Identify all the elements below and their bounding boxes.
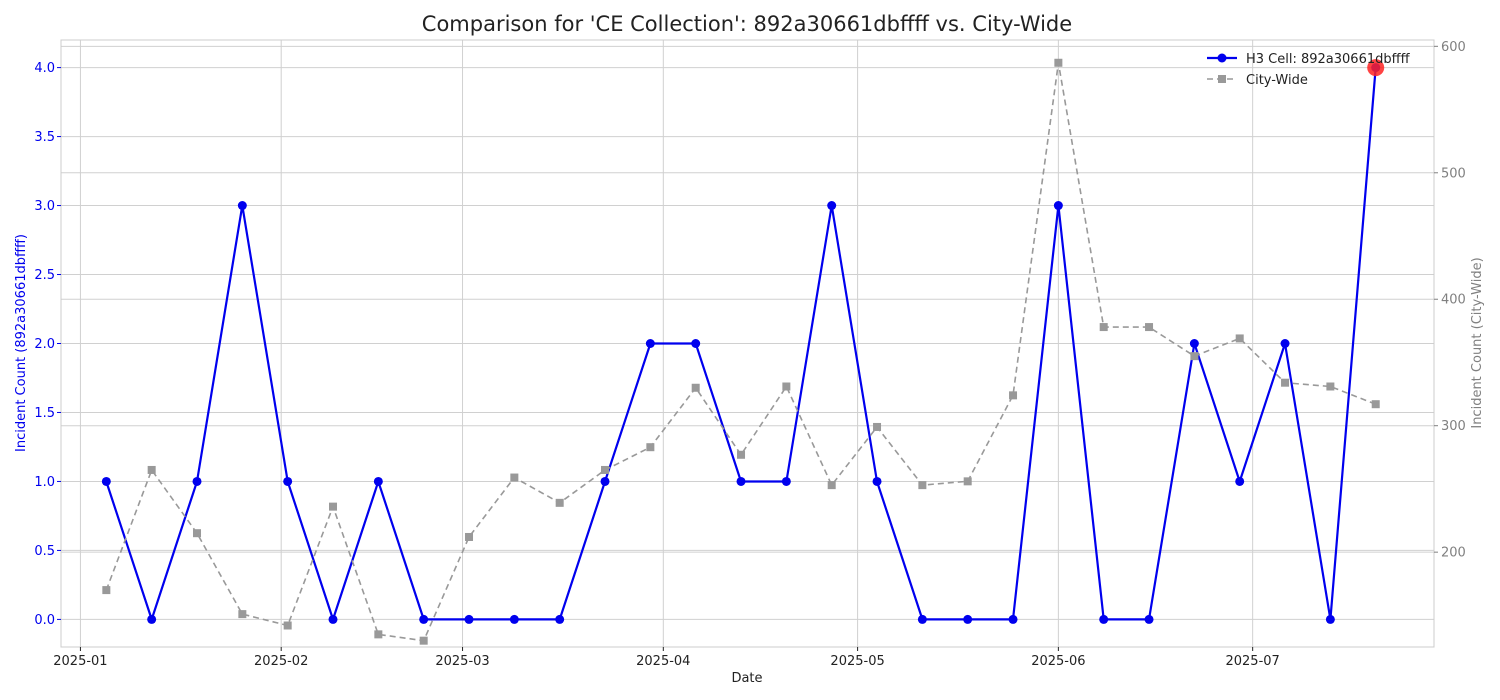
data-point-city-wide: [465, 532, 474, 541]
data-point-h3-cell: [1099, 614, 1109, 624]
y-left-tick-label: 2.0: [34, 337, 55, 352]
data-point-h3-cell: [1235, 476, 1245, 486]
data-point-h3-cell: [736, 476, 746, 486]
data-point-h3-cell: [192, 476, 202, 486]
data-point-h3-cell: [328, 614, 338, 624]
y-right-tick-label: 300: [1441, 419, 1466, 434]
data-point-city-wide: [1371, 400, 1380, 409]
x-tick-label: 2025-02: [254, 654, 308, 669]
y-left-tick-label: 0.0: [34, 613, 55, 628]
data-point-h3-cell: [600, 476, 610, 486]
x-tick-label: 2025-05: [830, 654, 884, 669]
y-left-tick-label: 0.5: [34, 544, 55, 559]
data-point-h3-cell: [419, 614, 429, 624]
legend-marker-citywide: [1218, 75, 1226, 83]
data-point-city-wide: [555, 498, 564, 507]
data-point-h3-cell: [464, 614, 474, 624]
data-point-h3-cell: [827, 201, 837, 211]
data-point-city-wide: [737, 450, 746, 459]
x-axis-label: Date: [731, 671, 762, 686]
y-left-tick-label: 2.5: [34, 268, 55, 283]
y-right-tick-label: 500: [1441, 166, 1466, 181]
data-point-h3-cell: [555, 614, 565, 624]
y-left-tick-label: 3.0: [34, 199, 55, 214]
legend: H3 Cell: 892a30661dbffff City-Wide: [1207, 52, 1411, 88]
highlight-point: [1367, 59, 1385, 77]
data-point-city-wide: [374, 630, 383, 639]
x-tick-label: 2025-04: [636, 654, 690, 669]
y-right-tick-label: 400: [1441, 293, 1466, 308]
data-point-city-wide: [193, 529, 202, 538]
legend-label-h3: H3 Cell: 892a30661dbffff: [1246, 52, 1411, 67]
grid-layer: [61, 40, 1434, 647]
data-point-city-wide: [283, 621, 292, 630]
series-line-city-wide: [105, 61, 1376, 642]
series-layer: [101, 58, 1385, 645]
x-tick-label: 2025-03: [435, 654, 489, 669]
y-left-tick-label: 1.0: [34, 475, 55, 490]
y-left-tick-label: 3.5: [34, 130, 55, 145]
data-point-h3-cell: [101, 476, 111, 486]
data-point-h3-cell: [963, 614, 973, 624]
x-tick-label: 2025-01: [53, 654, 107, 669]
data-point-h3-cell: [509, 614, 519, 624]
data-point-h3-cell: [373, 476, 383, 486]
data-point-h3-cell: [781, 476, 791, 486]
data-point-city-wide: [918, 481, 927, 490]
y-right-tick-label: 200: [1441, 546, 1466, 561]
data-point-h3-cell: [917, 614, 927, 624]
legend-marker-h3: [1217, 53, 1227, 63]
data-point-city-wide: [1054, 58, 1063, 67]
data-point-city-wide: [1326, 382, 1335, 391]
data-point-city-wide: [782, 382, 791, 391]
data-point-city-wide: [1145, 323, 1154, 332]
legend-label-citywide: City-Wide: [1246, 73, 1308, 88]
chart-title: Comparison for 'CE Collection': 892a3066…: [422, 12, 1072, 36]
y-left-tick-label: 1.5: [34, 406, 55, 421]
y-axis-right-label: Incident Count (City-Wide): [1470, 257, 1485, 428]
data-point-h3-cell: [147, 614, 157, 624]
data-point-city-wide: [419, 636, 428, 645]
data-point-h3-cell: [691, 339, 701, 348]
data-point-h3-cell: [1189, 339, 1199, 348]
y-right-tick-label: 600: [1441, 40, 1466, 55]
ticks-layer: 0.0 0.5 1.0 1.5 2.0 2.5 3.0 3.5 4.0 200 300 400 500 6…: [34, 40, 1466, 669]
data-point-h3-cell: [1325, 614, 1335, 624]
data-point-h3-cell: [237, 201, 247, 211]
data-point-city-wide: [963, 477, 972, 486]
data-point-h3-cell: [872, 476, 882, 486]
data-point-city-wide: [646, 443, 655, 452]
y-axis-left-label: Incident Count (892a30661dbffff): [14, 234, 29, 452]
data-point-city-wide: [601, 465, 610, 474]
data-point-city-wide: [1009, 391, 1018, 400]
data-point-h3-cell: [283, 476, 293, 486]
data-point-city-wide: [147, 465, 156, 474]
data-point-h3-cell: [1144, 614, 1154, 624]
x-tick-label: 2025-06: [1031, 654, 1085, 669]
data-point-city-wide: [1190, 352, 1199, 361]
data-point-city-wide: [238, 610, 247, 619]
data-point-city-wide: [1099, 323, 1108, 332]
data-point-city-wide: [873, 422, 882, 431]
data-point-city-wide: [510, 473, 519, 482]
data-point-h3-cell: [1008, 614, 1018, 624]
data-point-h3-cell: [1053, 201, 1063, 211]
data-point-city-wide: [1235, 334, 1244, 343]
data-point-h3-cell: [645, 339, 655, 348]
data-point-h3-cell: [1280, 339, 1290, 348]
y-left-tick-label: 4.0: [34, 61, 55, 76]
data-point-city-wide: [1281, 378, 1290, 387]
data-point-city-wide: [827, 481, 836, 490]
data-point-city-wide: [102, 586, 111, 595]
data-point-city-wide: [329, 502, 338, 511]
data-point-city-wide: [691, 383, 700, 392]
x-tick-label: 2025-07: [1225, 654, 1279, 669]
